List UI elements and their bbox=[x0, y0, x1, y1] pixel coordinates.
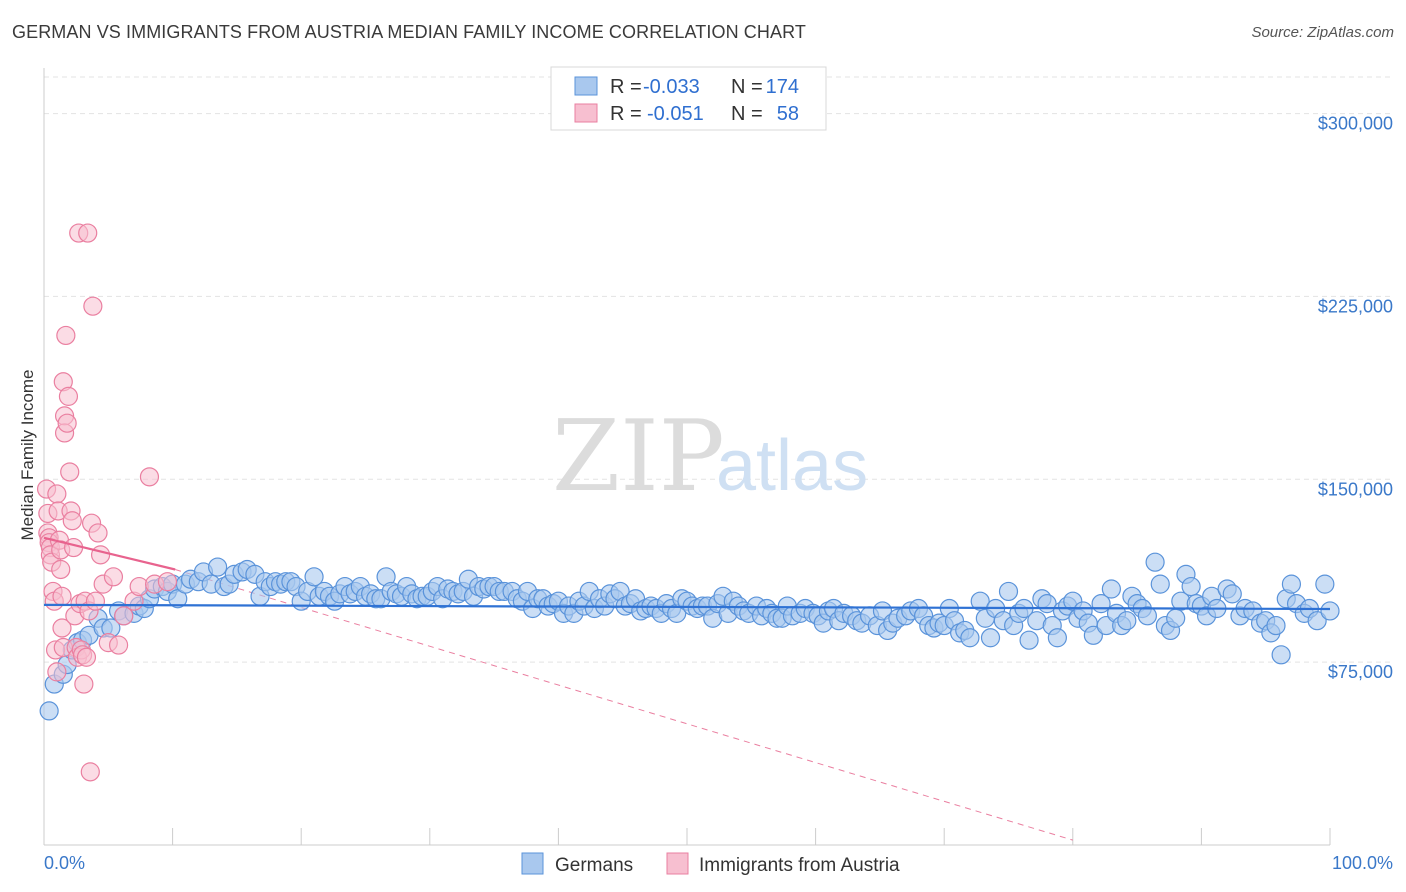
germans-point bbox=[960, 628, 980, 648]
germans-point bbox=[1166, 608, 1186, 628]
germans-point bbox=[1101, 579, 1121, 599]
y-tick-label-3: $300,000 bbox=[1318, 114, 1393, 134]
austria-point bbox=[85, 591, 106, 611]
austria-point bbox=[139, 467, 160, 487]
y-tick-labels: $75,000 $150,000 $225,000 $300,000 bbox=[1318, 114, 1393, 683]
germans-point bbox=[1307, 611, 1327, 631]
germans-point bbox=[1315, 574, 1335, 594]
y-tick-label-1: $150,000 bbox=[1318, 479, 1393, 499]
germans-point bbox=[1271, 645, 1291, 665]
austria-trend-extended bbox=[175, 569, 1073, 841]
austria-point bbox=[60, 462, 80, 482]
germans-point bbox=[1083, 625, 1103, 645]
trend-lines bbox=[43, 536, 1331, 611]
austria-point bbox=[52, 618, 72, 638]
germans-point bbox=[1181, 576, 1201, 597]
x-tick-label-0: 0.0% bbox=[44, 853, 85, 873]
germans-point bbox=[1019, 630, 1039, 650]
austria-point bbox=[80, 762, 100, 782]
austria-points bbox=[36, 223, 178, 782]
x-tick-labels: 0.0% 100.0% bbox=[44, 853, 1393, 873]
austria-point bbox=[57, 413, 77, 433]
watermark-zip: ZIP bbox=[552, 400, 725, 514]
legend-n-austria: 58 bbox=[777, 103, 799, 125]
legend-r-label: R = bbox=[610, 76, 642, 98]
austria-trend-extension bbox=[175, 569, 1073, 841]
watermark-atlas: atlas bbox=[716, 426, 868, 506]
legend-n-label: N = bbox=[731, 76, 763, 98]
austria-point bbox=[74, 674, 94, 694]
x-tick-label-1: 100.0% bbox=[1332, 853, 1393, 873]
watermark: ZIP atlas bbox=[552, 400, 868, 514]
germans-point bbox=[980, 628, 1001, 648]
germans-point bbox=[39, 701, 59, 721]
y-tick-label-0: $75,000 bbox=[1328, 662, 1393, 682]
germans-point bbox=[304, 567, 324, 587]
austria-point bbox=[52, 586, 72, 606]
legend-r-label-2: R = bbox=[610, 103, 642, 125]
austria-point bbox=[114, 606, 134, 626]
austria-point bbox=[83, 296, 103, 316]
germans-point bbox=[1222, 584, 1242, 604]
y-tick-label-2: $225,000 bbox=[1318, 296, 1393, 316]
austria-point bbox=[56, 325, 76, 346]
austria-point bbox=[62, 511, 82, 531]
germans-point bbox=[208, 557, 228, 577]
legend-n-germans: 174 bbox=[766, 76, 799, 98]
legend-swatch-germans bbox=[574, 76, 598, 96]
germans-point bbox=[1047, 628, 1067, 648]
germans-point bbox=[1320, 601, 1340, 621]
legend-r-germans: -0.033 bbox=[643, 76, 700, 98]
bottom-legend-swatch-austria bbox=[666, 852, 689, 875]
legend-r-austria: -0.051 bbox=[647, 103, 704, 125]
bottom-legend-germans: Germans bbox=[555, 855, 633, 876]
austria-point bbox=[58, 386, 79, 406]
chart-source: Source: ZipAtlas.com bbox=[1251, 24, 1394, 41]
austria-point bbox=[157, 572, 178, 592]
bottom-legend-swatch-germans bbox=[521, 852, 544, 875]
germans-trend-line bbox=[43, 603, 1331, 611]
austria-point bbox=[88, 523, 108, 543]
germans-point bbox=[1137, 606, 1157, 626]
austria-point bbox=[90, 545, 111, 565]
austria-trend-line bbox=[43, 536, 176, 571]
germans-point bbox=[1266, 615, 1286, 636]
legend-n-label-2: N = bbox=[731, 103, 763, 125]
legend-swatch-austria bbox=[574, 103, 598, 123]
series-legend: Germans Immigrants from Austria bbox=[521, 852, 900, 876]
austria-point bbox=[47, 484, 67, 504]
germans-points bbox=[39, 552, 1340, 721]
austria-point bbox=[103, 567, 124, 587]
bottom-legend-austria: Immigrants from Austria bbox=[699, 855, 900, 876]
correlation-legend: R = -0.033 N = 174 R = -0.051 N = 58 bbox=[550, 66, 827, 131]
germans-point bbox=[1145, 552, 1165, 572]
austria-point bbox=[78, 223, 98, 243]
austria-point bbox=[108, 635, 129, 655]
austria-point bbox=[47, 662, 67, 682]
germans-point bbox=[998, 581, 1019, 602]
germans-point bbox=[1281, 574, 1302, 594]
austria-point bbox=[51, 559, 71, 580]
germans-point bbox=[1150, 574, 1170, 594]
chart-title: GERMAN VS IMMIGRANTS FROM AUSTRIA MEDIAN… bbox=[12, 22, 806, 42]
austria-point bbox=[76, 647, 97, 667]
germans-point bbox=[1117, 611, 1137, 631]
y-axis-label: Median Family Income bbox=[18, 369, 37, 540]
